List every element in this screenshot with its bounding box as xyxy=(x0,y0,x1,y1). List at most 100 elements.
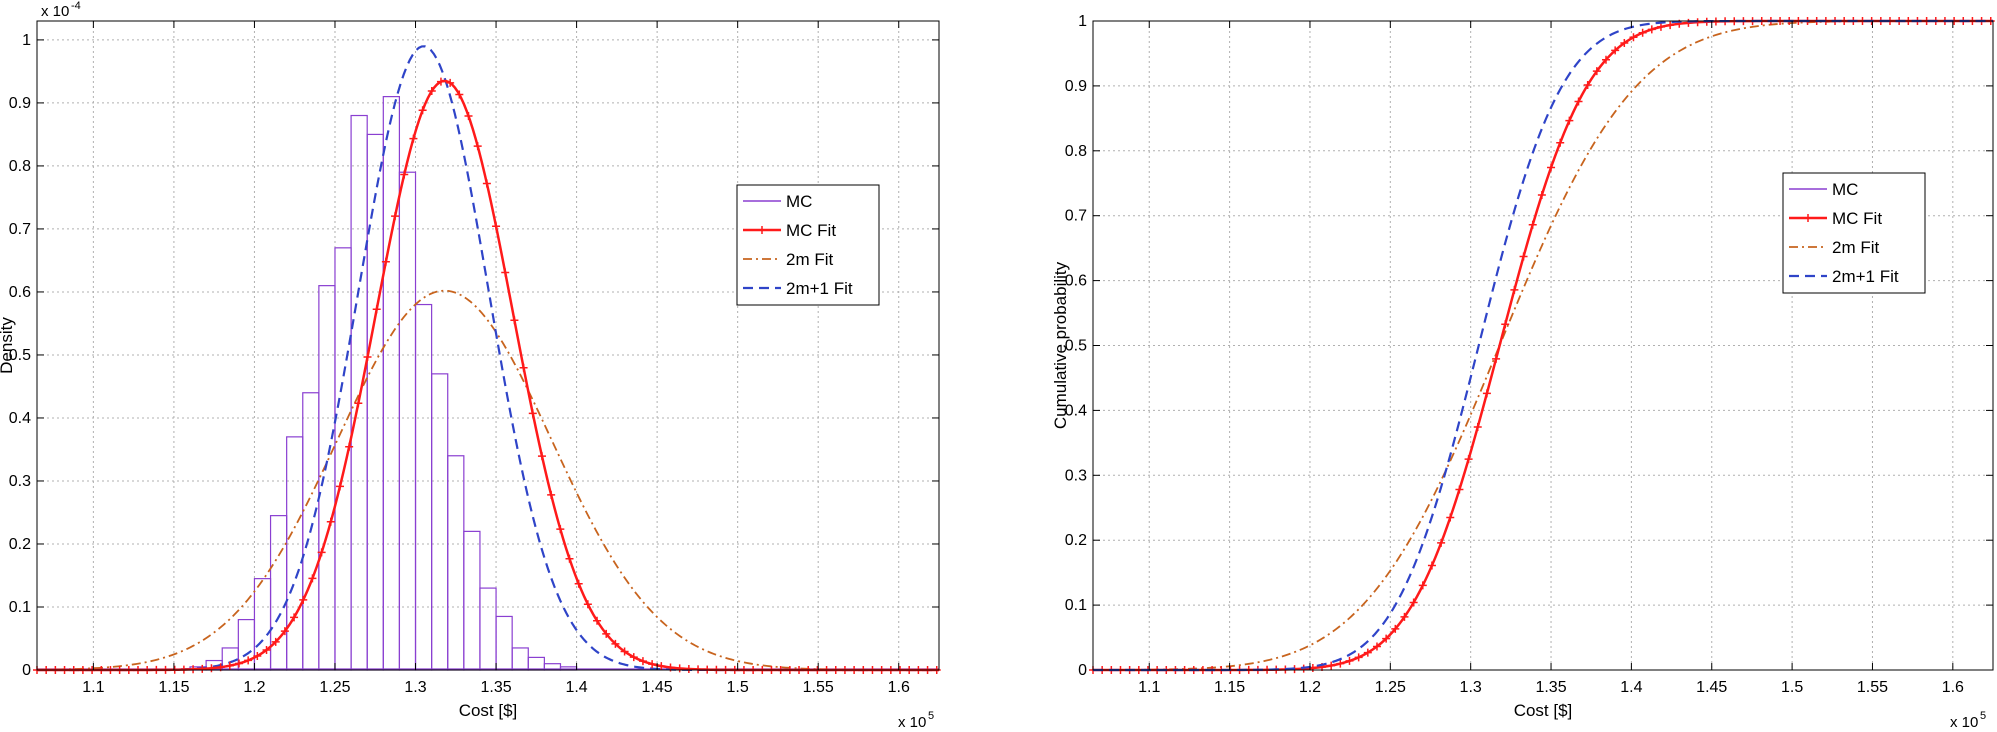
plus-marker xyxy=(262,645,271,654)
plus-marker xyxy=(510,316,519,325)
plus-marker xyxy=(1482,389,1491,398)
y-tick-label: 0.5 xyxy=(9,347,31,364)
plus-marker xyxy=(409,134,418,143)
plus-marker xyxy=(427,86,436,95)
plus-marker xyxy=(436,77,445,86)
plus-marker xyxy=(244,656,253,665)
plus-marker xyxy=(308,574,317,583)
y-tick-label: 0.3 xyxy=(1065,467,1087,484)
y-tick-label: 0.7 xyxy=(1065,208,1087,225)
plus-marker xyxy=(602,629,611,638)
plus-marker xyxy=(492,222,501,231)
legend-box xyxy=(736,184,880,306)
plus-marker xyxy=(1382,634,1391,643)
x-tick-label: 1.15 xyxy=(1214,679,1245,696)
plus-marker xyxy=(1501,320,1510,329)
plus-marker xyxy=(446,78,455,87)
plus-marker xyxy=(1629,33,1638,42)
plus-marker xyxy=(1528,220,1537,229)
plus-marker xyxy=(372,305,381,314)
plus-marker xyxy=(1611,46,1620,55)
legend-entry-label: 2m Fit xyxy=(786,250,834,269)
x-tick-label: 1.6 xyxy=(1942,679,1964,696)
plus-marker xyxy=(1437,538,1446,547)
plus-marker xyxy=(464,111,473,120)
x-tick-label: 1.4 xyxy=(1620,679,1642,696)
x-tick-label: 1.35 xyxy=(1535,679,1566,696)
legend-entry-label: MC Fit xyxy=(786,221,836,240)
plus-marker xyxy=(1409,598,1418,607)
y-tick-label: 0.9 xyxy=(1065,78,1087,95)
plus-marker xyxy=(1345,656,1354,665)
plus-marker xyxy=(1666,21,1675,30)
plus-marker xyxy=(345,442,354,451)
plus-marker xyxy=(1556,138,1565,147)
plus-marker xyxy=(638,657,647,666)
legend-entry-label: MC xyxy=(786,192,812,211)
legend-marker xyxy=(758,226,766,234)
plus-marker xyxy=(675,664,684,673)
plus-marker xyxy=(1391,624,1400,633)
plus-marker xyxy=(400,170,409,179)
plus-marker xyxy=(1602,55,1610,64)
y-tick-label: 0 xyxy=(22,662,31,679)
legend: MC MC Fit 2m Fit 2m+1 Fit xyxy=(736,184,880,306)
x-tick-label: 1.1 xyxy=(1138,679,1160,696)
plus-marker xyxy=(290,613,299,622)
plus-marker xyxy=(473,142,482,151)
plus-marker xyxy=(556,525,565,534)
plus-marker xyxy=(271,637,280,646)
plus-marker xyxy=(1418,581,1427,590)
y-multiplier-exponent: -4 xyxy=(71,0,81,12)
plus-marker xyxy=(418,106,427,115)
plus-marker xyxy=(335,482,344,491)
plus-marker xyxy=(694,665,703,674)
y-tick-label: 0.8 xyxy=(9,158,31,175)
plus-marker xyxy=(519,363,528,372)
plus-marker xyxy=(189,665,198,674)
plus-marker xyxy=(381,257,390,266)
plus-marker xyxy=(620,647,629,656)
plus-marker xyxy=(1583,81,1592,90)
x-tick-label: 1.3 xyxy=(1460,679,1482,696)
plus-marker xyxy=(648,660,657,669)
x-multiplier-exponent: 5 xyxy=(1980,710,1986,722)
x-multiplier-label: x 10 xyxy=(898,714,926,731)
plus-marker xyxy=(198,664,207,673)
plus-marker xyxy=(1336,659,1345,668)
axes-frame xyxy=(36,20,940,671)
legend-entry-label: 2m+1 Fit xyxy=(1832,267,1899,286)
y-tick-label: 0.2 xyxy=(1065,532,1087,549)
plus-marker xyxy=(593,616,602,625)
plus-marker xyxy=(317,548,326,557)
plus-marker xyxy=(547,490,556,499)
plus-marker xyxy=(629,653,638,662)
x-tick-label: 1.3 xyxy=(404,679,426,696)
x-axis-label: Cost [$] xyxy=(1514,701,1573,720)
x-tick-label: 1.15 xyxy=(158,679,189,696)
plus-marker xyxy=(657,662,666,671)
x-tick-label: 1.1 xyxy=(82,679,104,696)
y-tick-label: 0.1 xyxy=(1065,597,1087,614)
x-tick-label: 1.4 xyxy=(565,679,587,696)
legend-entry-label: MC Fit xyxy=(1832,209,1882,228)
tick-marks xyxy=(1093,20,1993,671)
legend-entry-label: 2m Fit xyxy=(1832,238,1880,257)
x-tick-label: 1.25 xyxy=(319,679,350,696)
plus-marker xyxy=(1363,648,1372,657)
plus-marker xyxy=(537,452,546,461)
legend-entry-label: 2m+1 Fit xyxy=(786,279,853,298)
y-tick-label: 1 xyxy=(1078,13,1087,30)
plus-marker xyxy=(583,600,592,609)
plus-marker xyxy=(455,90,464,99)
plus-marker xyxy=(363,353,372,362)
legend-entry-label: MC xyxy=(1832,180,1858,199)
x-tick-label: 1.45 xyxy=(642,679,673,696)
y-tick-label: 0.4 xyxy=(9,410,31,427)
plus-marker xyxy=(1537,190,1546,199)
legend-marker xyxy=(1804,214,1812,222)
y-tick-label: 1 xyxy=(22,32,31,49)
plus-marker xyxy=(1446,513,1455,522)
plus-marker xyxy=(207,664,216,673)
